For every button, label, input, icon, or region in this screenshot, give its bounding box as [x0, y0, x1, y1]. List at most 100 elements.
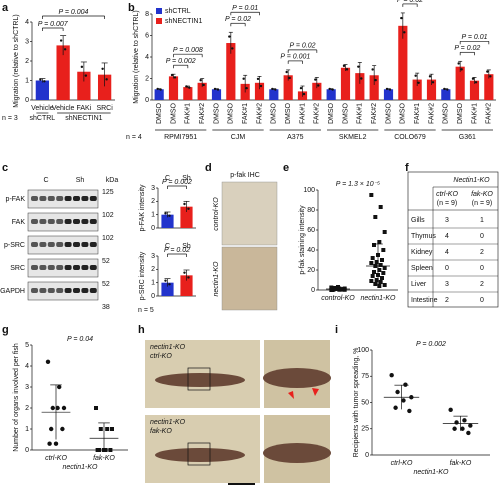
blot-band: [31, 196, 38, 201]
bar: [183, 87, 193, 100]
bar: [484, 74, 494, 100]
bar: [398, 25, 408, 101]
bar: [269, 89, 279, 100]
blot-band: [56, 196, 64, 201]
data-point: [168, 283, 171, 286]
data-point: [462, 418, 467, 423]
arrowhead: [288, 388, 319, 399]
p-value: P = 0.01: [461, 34, 487, 41]
image-title: p-fak IHC: [230, 172, 260, 179]
cell: 0: [480, 265, 484, 272]
y-axis-label: p-FAK intensity: [139, 184, 146, 232]
data-point: [317, 84, 320, 87]
data-point: [369, 279, 374, 283]
bar: [35, 80, 50, 100]
data-point: [382, 266, 387, 270]
bar: [56, 45, 70, 100]
image-label: ctrl-KO: [150, 353, 172, 360]
y-tick-label: 3: [25, 384, 29, 391]
bar: [340, 67, 351, 100]
blot-band: [39, 242, 47, 247]
data-point: [331, 88, 334, 91]
data-point: [452, 426, 457, 431]
row-label: Spleen: [411, 265, 433, 272]
data-point: [372, 270, 376, 274]
blot-band: [81, 242, 89, 247]
data-point: [448, 407, 453, 413]
data-point: [374, 78, 377, 82]
y-tick-label: 0: [25, 97, 29, 104]
data-point: [231, 47, 234, 50]
y-tick-label: 0: [311, 287, 315, 294]
data-point: [466, 430, 471, 436]
y-tick-label: 1: [25, 426, 29, 433]
data-point: [39, 78, 42, 81]
category-label: DMSO: [457, 102, 464, 124]
legend-swatch: [156, 8, 162, 14]
data-point: [259, 84, 263, 88]
cell: 4: [445, 233, 449, 240]
data-point: [242, 77, 245, 80]
p-value: P = 0.01: [232, 5, 258, 12]
data-point: [299, 86, 303, 90]
data-point: [202, 83, 205, 87]
category-label: fak-KO: [450, 460, 472, 467]
blot-band: [64, 242, 72, 247]
blot-band: [56, 265, 64, 270]
data-point: [57, 384, 62, 390]
panel-label: a: [2, 2, 9, 14]
y-tick-label: 1: [151, 212, 155, 219]
y-tick-label: 100: [303, 187, 315, 194]
p-value: P = 0.02: [225, 16, 251, 23]
y-tick-label: 4: [25, 19, 29, 26]
data-point: [105, 427, 110, 431]
group-label: COLO679: [394, 134, 426, 141]
y-tick-label: 3: [151, 253, 155, 260]
fish-zoom: [263, 443, 331, 463]
blot-band: [47, 196, 55, 201]
y-tick-label: 1: [151, 280, 155, 287]
p-value: P = 0.002: [416, 341, 446, 348]
data-point: [380, 276, 384, 280]
category-label: C: [165, 243, 170, 250]
data-point: [381, 271, 386, 275]
table-frame: [407, 171, 499, 308]
panel-label: c: [2, 162, 8, 174]
data-point: [372, 243, 376, 247]
data-point: [377, 240, 382, 244]
data-point: [489, 75, 492, 78]
bar: [211, 89, 222, 100]
data-point: [403, 382, 408, 387]
data-point: [370, 274, 375, 278]
blot-band: [39, 219, 47, 224]
data-point: [288, 76, 291, 80]
data-point: [371, 68, 374, 71]
row-label: p-SRC: [4, 242, 25, 249]
y-tick-label: 3: [151, 185, 155, 192]
group-label: shNECTIN1: [65, 115, 102, 122]
group-label: CJM: [231, 134, 246, 141]
y-tick-label: 8: [145, 11, 149, 18]
marker-label: 102: [102, 235, 114, 242]
category-label: DMSO: [156, 102, 163, 124]
p-value: P = 1.3 × 10⁻⁵: [336, 181, 381, 188]
category-label: C: [165, 175, 170, 182]
data-point: [98, 427, 103, 431]
bar: [383, 89, 394, 100]
blot-band: [73, 196, 80, 201]
data-point: [378, 263, 383, 267]
data-point: [53, 441, 59, 446]
p-value: P = 0.02: [397, 0, 423, 4]
zoom-box: [187, 442, 211, 466]
y-tick-label: 3: [25, 38, 29, 45]
data-point: [328, 87, 331, 91]
data-point: [50, 405, 55, 411]
panel-label: d: [205, 162, 212, 174]
category-label: fak-KO: [93, 455, 115, 462]
data-point: [94, 406, 98, 410]
data-point: [382, 283, 387, 287]
p-value: P = 0.002: [162, 179, 192, 186]
data-point: [474, 81, 478, 84]
category-label: DMSO: [385, 102, 392, 124]
